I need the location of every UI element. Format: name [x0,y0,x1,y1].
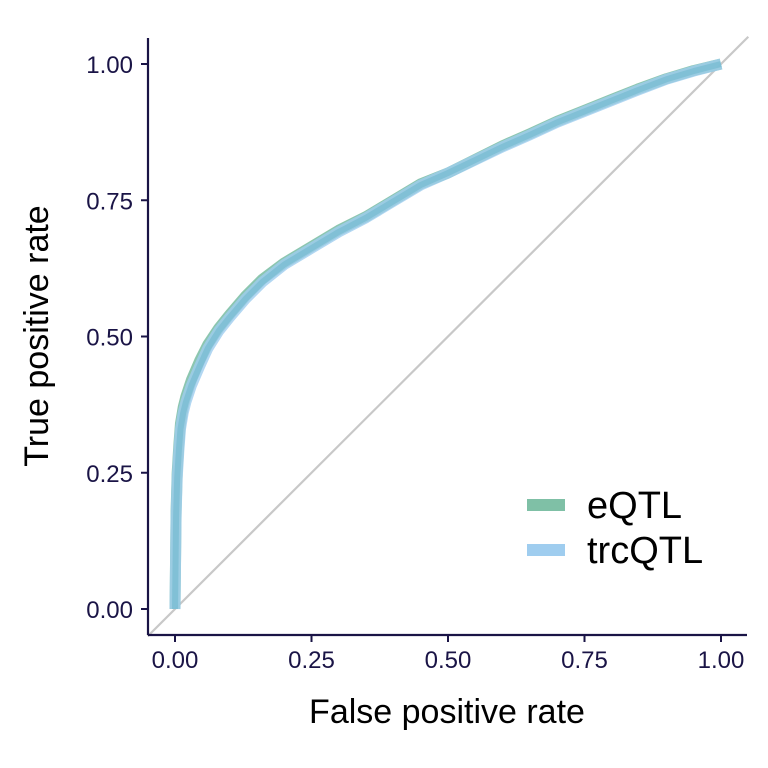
x-tick-label: 0.25 [288,647,335,674]
legend-key-trcqtl [527,544,565,556]
x-tick-label: 0.00 [152,647,199,674]
legend-label-trcqtl: trcQTL [587,530,703,572]
y-tick-label: 0.25 [86,461,133,488]
y-tick-label: 0.00 [86,597,133,624]
series-overlap-line-trcqtl [172,61,722,610]
series-layer [169,58,723,610]
x-tick-label: 0.50 [425,647,472,674]
reference-diagonal-line [146,35,750,638]
x-tick-label: 1.00 [698,647,745,674]
y-tick-label: 1.00 [86,52,133,79]
y-tick-label: 0.50 [86,325,133,352]
x-axis-title: False positive rate [309,693,585,731]
ticks-layer: 0.00 0.25 0.50 0.75 1.00 0.00 0.25 0.50 0.75 1.00 [86,52,744,674]
x-tick-label: 0.75 [561,647,608,674]
y-tick-label: 0.75 [86,188,133,215]
legend-label-eqtl: eQTL [587,485,682,527]
legend-key-eqtl [527,499,565,511]
y-axis-title: True positive rate [18,205,56,466]
reference-diagonal-layer [146,35,750,638]
